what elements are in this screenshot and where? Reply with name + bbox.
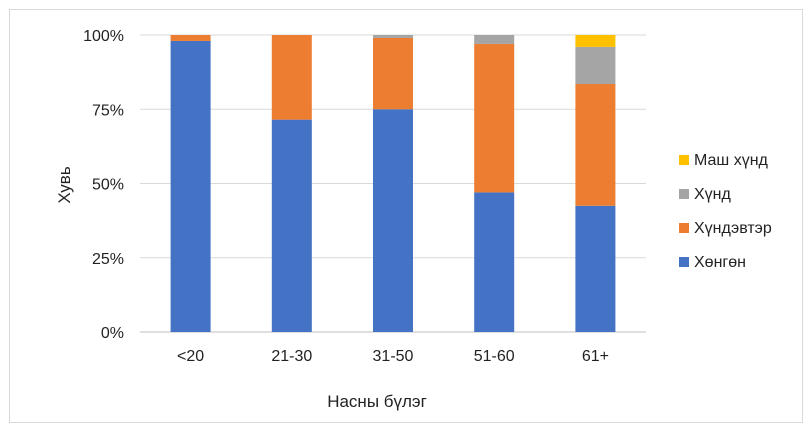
bar-segment [575, 84, 616, 206]
x-tick-label: 51-60 [474, 348, 515, 365]
bar-segment [474, 192, 515, 332]
legend-swatch [679, 155, 689, 165]
bar-segment [575, 35, 616, 47]
x-tick-label: 31-50 [373, 348, 414, 365]
x-tick-label: 61+ [582, 348, 609, 365]
legend: Маш хүнд Хүнд Хүндэвтэр Хөнгөн [679, 152, 772, 271]
bar-segment [575, 46, 616, 85]
y-tick-label: 100% [83, 28, 124, 45]
legend-label: Хүнд [694, 186, 732, 203]
bar-segment [575, 205, 616, 332]
y-tick-labels: 0% 25% 50% 75% 100% [83, 28, 124, 342]
legend-swatch [679, 257, 689, 267]
bars [170, 35, 616, 333]
bar-segment [170, 35, 211, 41]
x-axis-label: Насны бүлэг [327, 392, 427, 411]
y-tick-label: 75% [92, 102, 124, 119]
x-tick-label: 21-30 [271, 348, 312, 365]
x-tick-label: <20 [177, 348, 204, 365]
y-tick-label: 0% [101, 325, 124, 342]
x-tick-labels: <20 21-30 31-50 51-60 61+ [177, 348, 609, 365]
bar-segment [474, 35, 515, 44]
y-axis-label: Хувь [55, 166, 74, 203]
legend-swatch [679, 189, 689, 199]
bar-segment [271, 35, 312, 120]
bar-segment [373, 109, 413, 332]
legend-label: Хүндэвтэр [694, 220, 772, 237]
legend-swatch [679, 223, 689, 233]
bar-segment [170, 40, 211, 332]
bar-segment [474, 43, 515, 193]
legend-label: Маш хүнд [694, 152, 769, 169]
legend-label: Хөнгөн [694, 254, 746, 271]
y-tick-label: 25% [92, 251, 124, 268]
y-tick-label: 50% [92, 177, 124, 194]
bar-segment [271, 119, 312, 333]
bar-segment [373, 35, 413, 38]
bar-segment [373, 37, 413, 110]
